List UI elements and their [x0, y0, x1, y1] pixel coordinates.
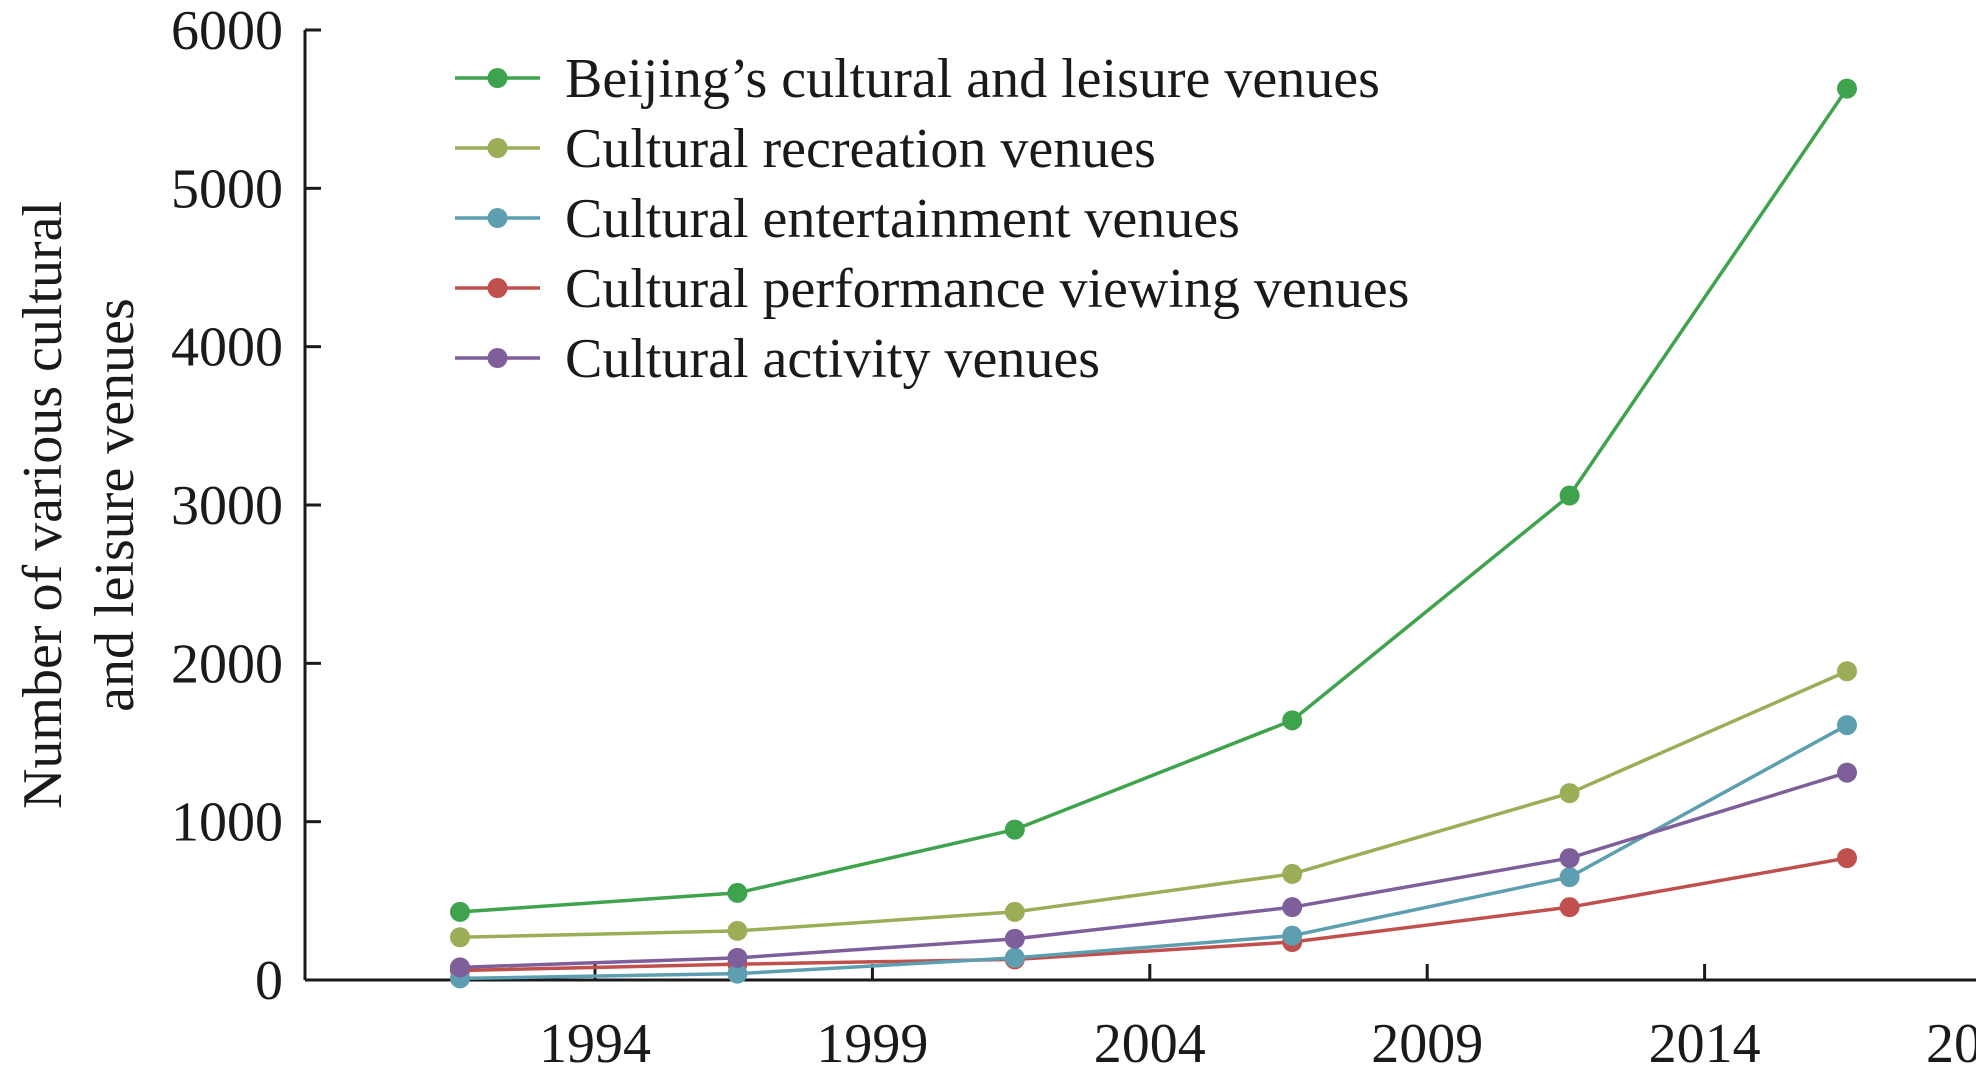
data-point: [1282, 925, 1303, 946]
y-tick-label: 3000: [171, 475, 283, 537]
data-point: [1004, 819, 1025, 840]
legend-label: Cultural recreation venues: [565, 118, 1156, 180]
y-tick-label: 4000: [171, 317, 283, 379]
series-line: [459, 87, 1849, 914]
y-tick-label: 2000: [171, 633, 283, 695]
legend-entry: Cultural activity venues: [455, 328, 1100, 390]
y-axis-title-line: and leisure venues: [84, 298, 146, 712]
legend-entry: Cultural entertainment venues: [455, 188, 1240, 250]
data-point: [727, 882, 748, 903]
data-point: [1282, 863, 1303, 884]
data-point: [1559, 897, 1580, 918]
series-4: [450, 762, 1857, 978]
legend-entry: Cultural recreation venues: [455, 118, 1156, 180]
legend-swatch-marker: [487, 348, 508, 368]
data-point: [1837, 661, 1857, 682]
legend-entry: Cultural performance viewing venues: [455, 258, 1409, 320]
data-point: [1559, 485, 1580, 506]
data-point: [1559, 848, 1580, 869]
legend-swatch-marker: [487, 68, 508, 88]
data-point: [1837, 762, 1857, 783]
series-layer: [450, 78, 1857, 989]
legend-label: Cultural activity venues: [565, 328, 1100, 390]
y-axis-title-line: Number of various cultural: [12, 201, 74, 809]
ticks: 0 1000 2000 3000 4000 5000 6000 1994 1999 2004 200…: [171, 0, 1976, 1068]
data-point: [1282, 710, 1303, 731]
data-point: [450, 901, 470, 922]
x-tick-label: 1994: [539, 1013, 651, 1068]
legend-swatch-marker: [487, 278, 508, 298]
series-2: [450, 715, 1857, 989]
y-tick-label: 6000: [171, 0, 283, 62]
data-point: [1837, 848, 1857, 869]
data-point: [450, 957, 470, 978]
legend-label: Cultural entertainment venues: [565, 188, 1240, 250]
data-point: [450, 927, 470, 948]
series-1: [450, 661, 1857, 948]
data-point: [727, 920, 748, 941]
data-point: [1837, 78, 1857, 99]
series-0: [450, 78, 1857, 922]
data-point: [1004, 928, 1025, 949]
y-tick-label: 0: [255, 950, 283, 1012]
x-tick-label: 2019: [1926, 1013, 1976, 1068]
x-tick-label: 2014: [1649, 1013, 1761, 1068]
data-point: [1559, 867, 1580, 888]
data-point: [1004, 947, 1025, 968]
series-line: [459, 856, 1848, 973]
legend-entry: Beijing’s cultural and leisure venues: [455, 48, 1380, 110]
data-point: [1559, 783, 1580, 804]
legend-label: Beijing’s cultural and leisure venues: [565, 48, 1380, 110]
y-axis-title: Number of various cultural and leisure ve…: [12, 201, 146, 809]
legend: Beijing’s cultural and leisure venues Cul…: [455, 48, 1409, 390]
legend-swatch-marker: [487, 138, 508, 158]
x-tick-label: 2004: [1094, 1013, 1206, 1068]
data-point: [1282, 897, 1303, 918]
series-line: [459, 723, 1848, 981]
y-tick-label: 1000: [171, 792, 283, 854]
x-tick-label: 2009: [1371, 1013, 1483, 1068]
series-line: [459, 669, 1848, 939]
y-tick-label: 5000: [171, 158, 283, 220]
data-point: [1837, 715, 1857, 736]
legend-swatch-marker: [487, 208, 508, 228]
data-point: [1004, 901, 1025, 922]
x-tick-label: 1999: [816, 1013, 928, 1068]
data-point: [727, 963, 748, 984]
data-point: [727, 947, 748, 968]
series-line: [459, 770, 1848, 970]
legend-label: Cultural performance viewing venues: [565, 258, 1409, 320]
